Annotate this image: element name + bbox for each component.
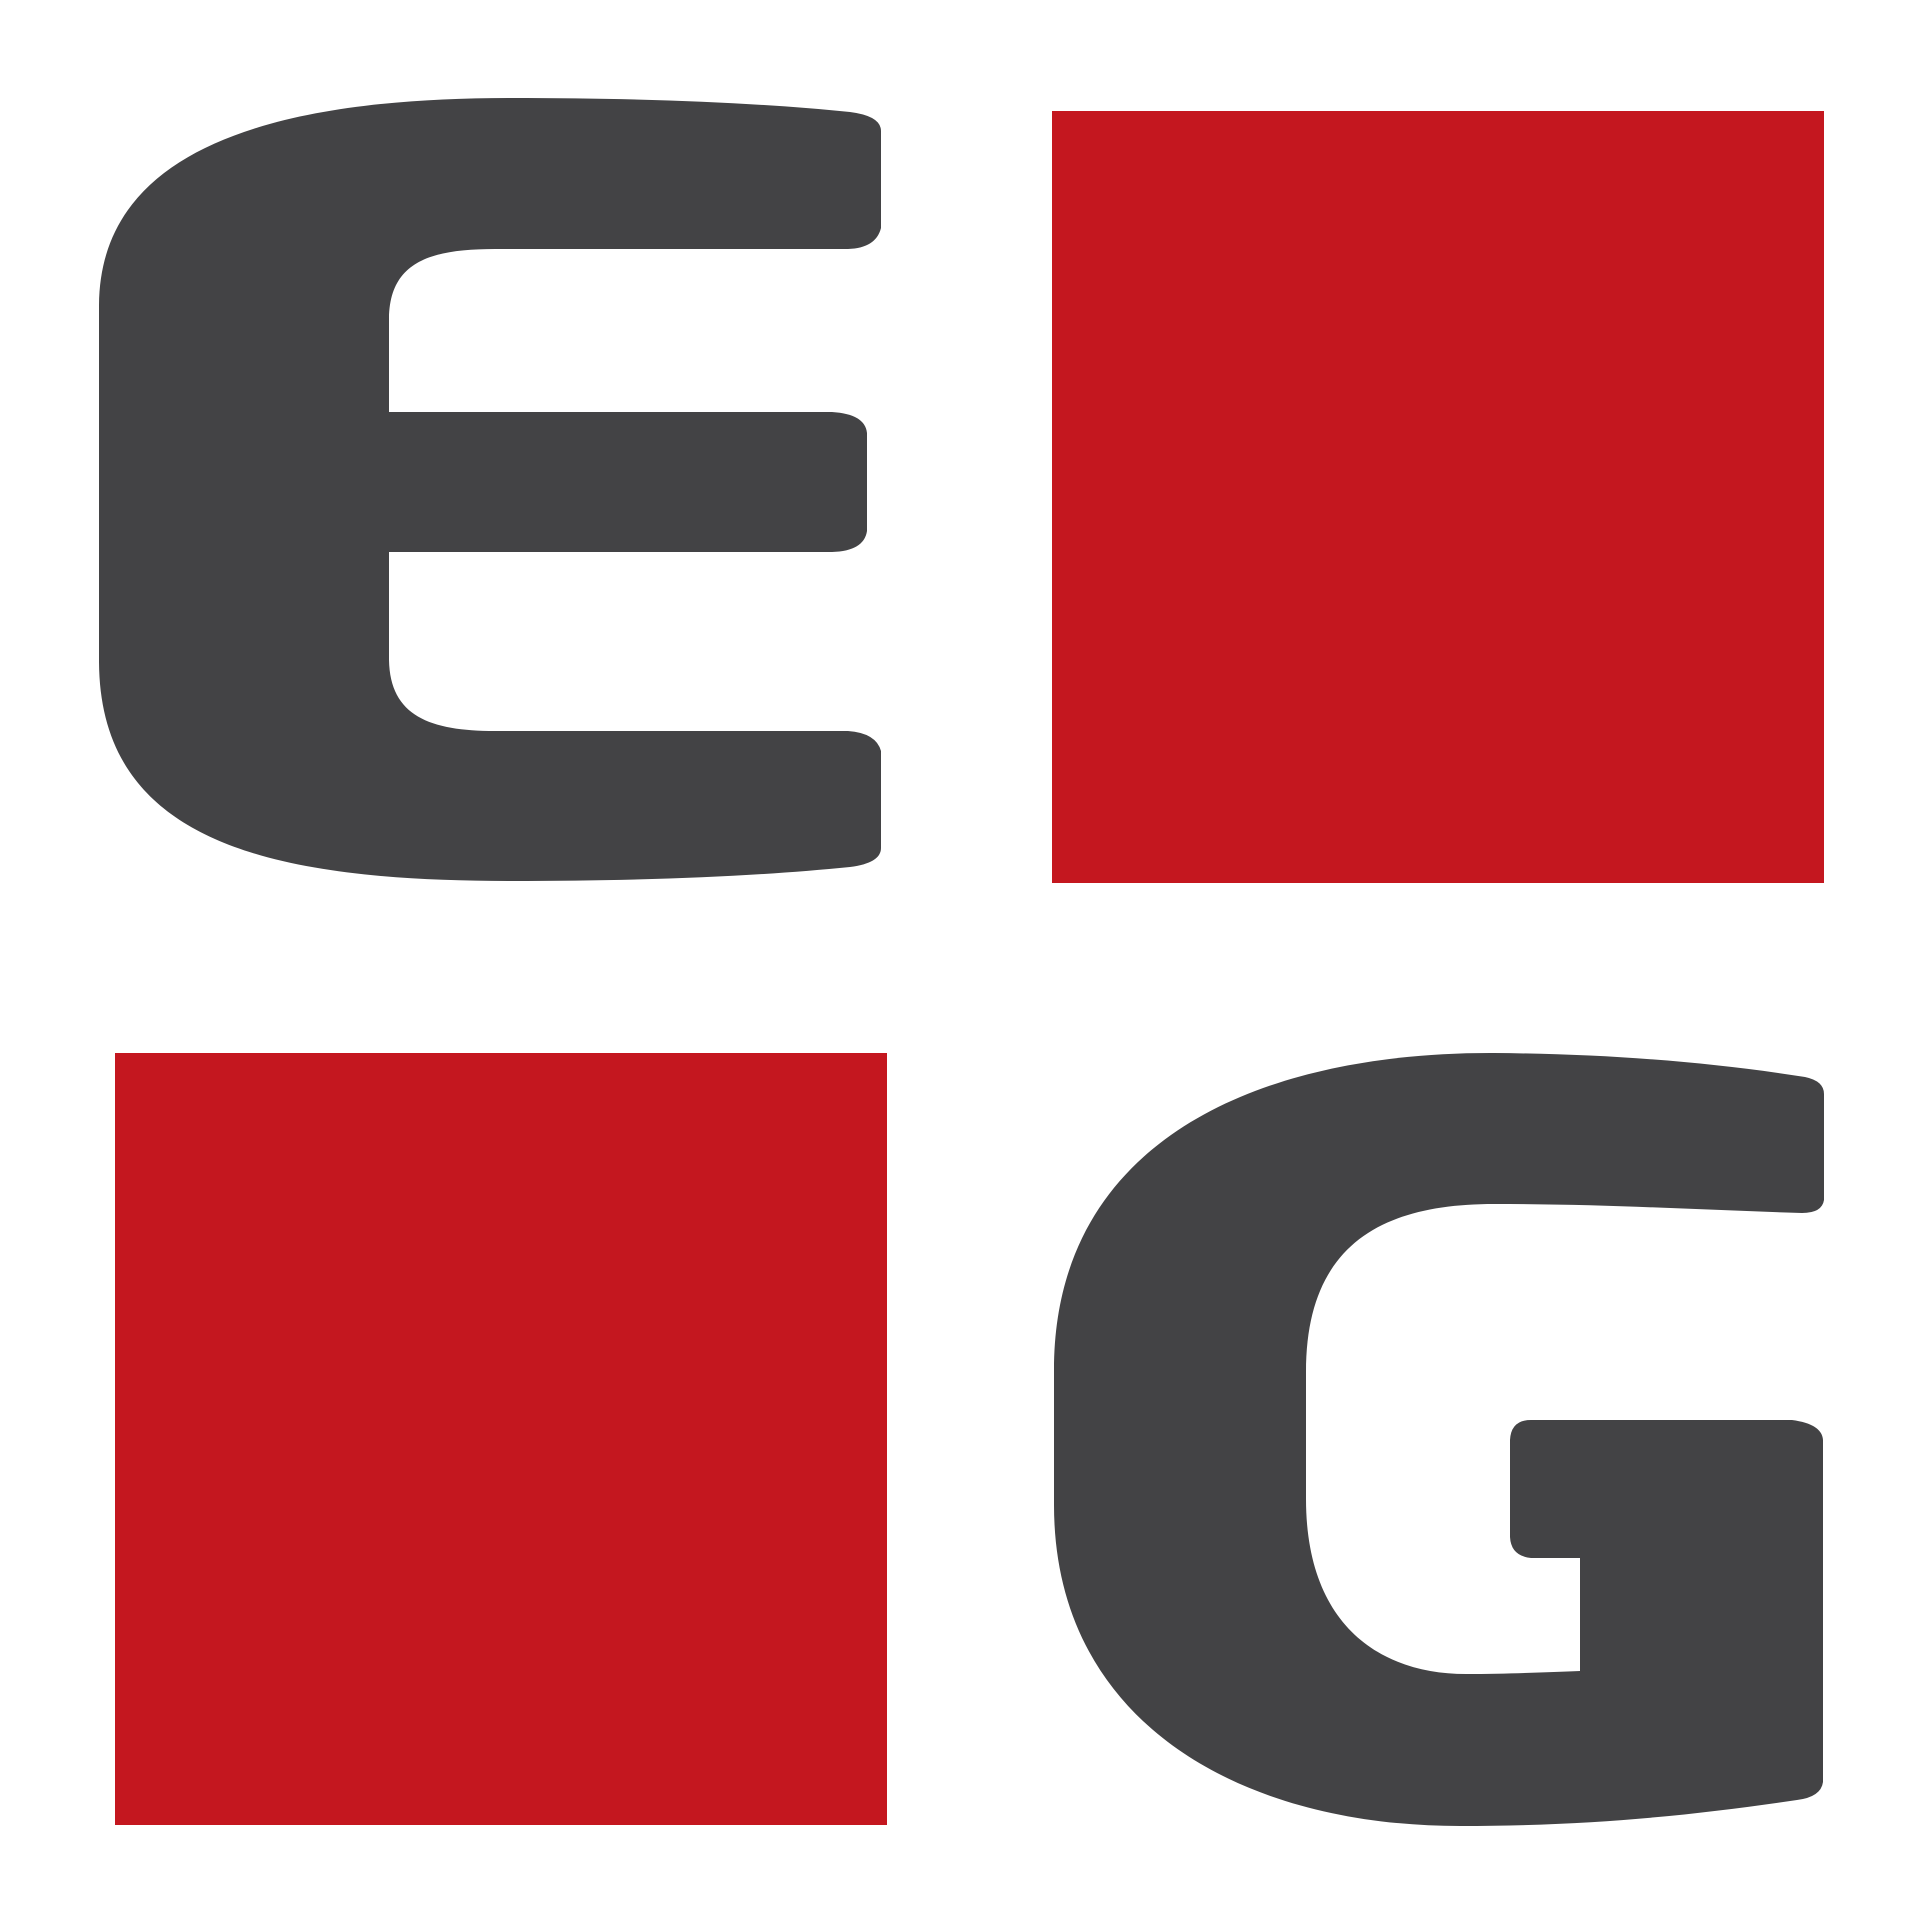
letter-e-shape <box>99 98 881 881</box>
red-square-bottom-left <box>115 1053 887 1825</box>
red-square-top-right <box>1052 111 1824 883</box>
letter-g-shape <box>1054 1052 1824 1826</box>
